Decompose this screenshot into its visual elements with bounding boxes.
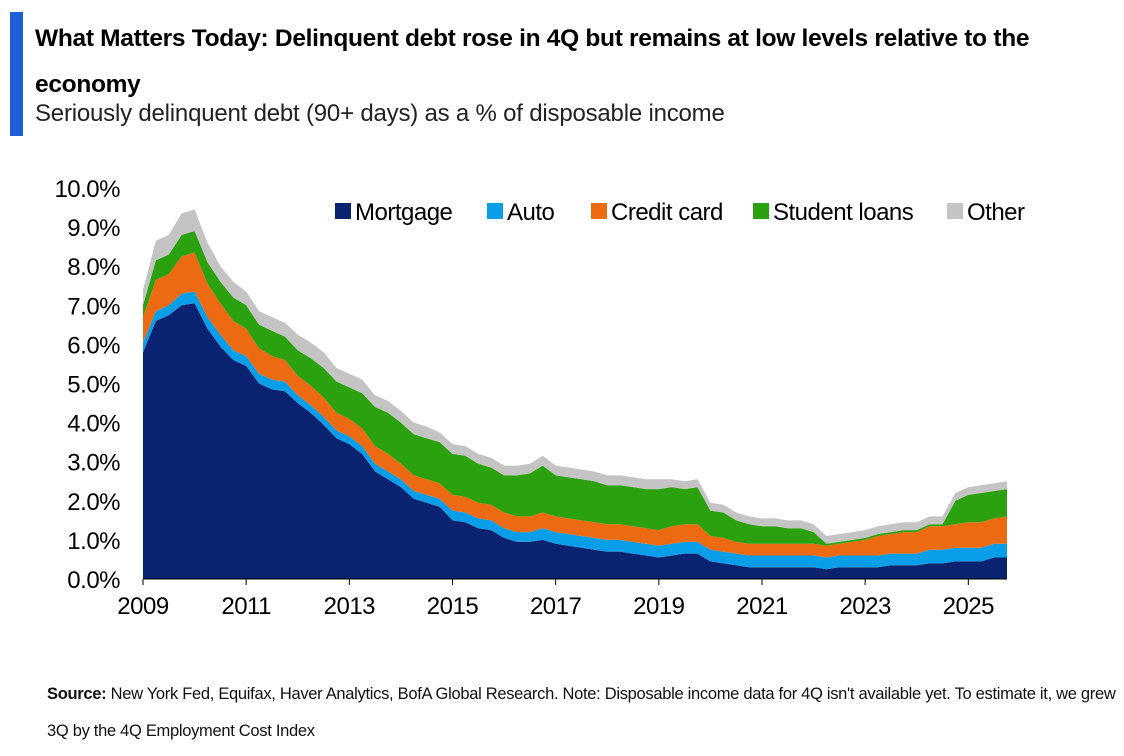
y-tick-label: 10.0% — [54, 176, 120, 203]
x-tick-label: 2019 — [633, 593, 685, 620]
legend-item-student-loans: Student loans — [753, 199, 914, 226]
area-other — [143, 209, 1007, 544]
x-tick-label: 2009 — [117, 593, 169, 620]
legend-swatch — [335, 203, 351, 219]
source-label: Source: — [47, 685, 107, 703]
legend-swatch — [591, 203, 607, 219]
legend-label: Student loans — [773, 199, 914, 226]
source-text: New York Fed, Equifax, Haver Analytics, … — [47, 685, 1116, 740]
legend-item-other: Other — [947, 199, 1026, 226]
legend-swatch — [487, 203, 503, 219]
title-accent-bar — [10, 12, 23, 136]
legend-item-auto: Auto — [487, 199, 555, 226]
area-credit-card — [143, 252, 1007, 558]
legend-label: Mortgage — [355, 199, 453, 226]
y-tick-label: 5.0% — [67, 372, 120, 399]
chart-subtitle: Seriously delinquent debt (90+ days) as … — [35, 100, 725, 127]
x-tick-label: 2015 — [427, 593, 479, 620]
legend-swatch — [753, 203, 769, 219]
legend-item-credit-card: Credit card — [591, 199, 723, 226]
legend-label: Auto — [507, 199, 555, 226]
legend-swatch — [947, 203, 963, 219]
x-tick-label: 2021 — [736, 593, 788, 620]
y-tick-label: 0.0% — [67, 567, 120, 594]
legend-item-mortgage: Mortgage — [335, 199, 453, 226]
y-tick-label: 1.0% — [67, 528, 120, 555]
y-tick-label: 4.0% — [67, 411, 120, 438]
y-tick-label: 6.0% — [67, 332, 120, 359]
x-tick-label: 2013 — [324, 593, 376, 620]
chart-title: What Matters Today: Delinquent debt rose… — [35, 25, 1030, 98]
area-mortgage — [143, 303, 1007, 579]
area-series-group — [143, 209, 1007, 579]
y-tick-label: 2.0% — [67, 489, 120, 516]
legend-label: Other — [967, 199, 1025, 226]
y-tick-label: 9.0% — [67, 215, 120, 242]
y-tick-label: 8.0% — [67, 254, 120, 281]
x-tick-label: 2025 — [943, 593, 995, 620]
y-tick-label: 3.0% — [67, 450, 120, 477]
area-student-loans — [143, 231, 1007, 546]
legend-label: Credit card — [611, 199, 723, 226]
axes-group: 0.0% 1.0% 2.0% 3.0% 4.0% 5.0% 6.0% 7.0% 8.0% 9.0%… — [54, 176, 1007, 620]
y-tick-label: 7.0% — [67, 293, 120, 320]
x-tick-label: 2017 — [530, 593, 582, 620]
chart-legend: Mortgage Auto Credit card Student loans Othe… — [335, 199, 1026, 226]
x-tick-label: 2011 — [221, 593, 271, 620]
stacked-area-chart: 0.0% 1.0% 2.0% 3.0% 4.0% 5.0% 6.0% 7.0% 8.0% 9.0%… — [54, 176, 1026, 620]
x-tick-label: 2023 — [839, 593, 891, 620]
source-note: Source: New York Fed, Equifax, Haver Ana… — [47, 676, 1117, 750]
